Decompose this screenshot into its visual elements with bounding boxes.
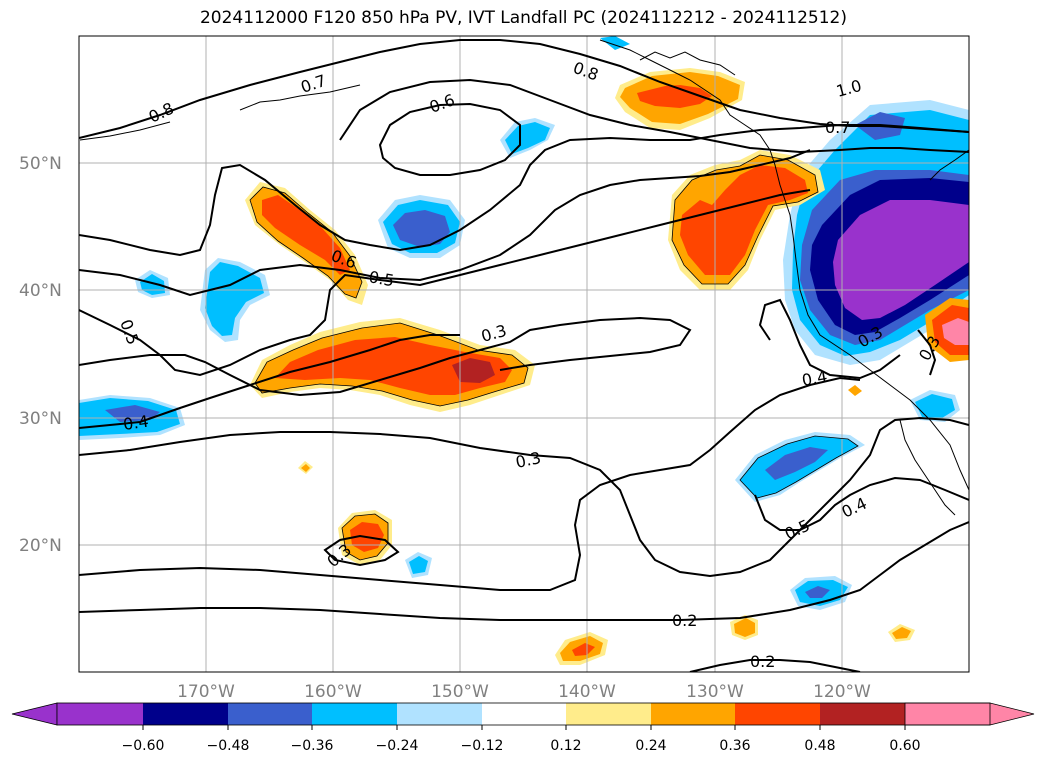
colorbar-tick-label: 0.60 <box>889 738 920 754</box>
contour-label: 0.2 <box>750 652 775 671</box>
colorbar-tick-label: −0.48 <box>207 738 250 754</box>
lat-label: 20°N <box>19 536 62 556</box>
colorbar-tick-label: −0.36 <box>291 738 334 754</box>
colorbar-tick-label: 0.36 <box>719 738 750 754</box>
colorbar-extend-max <box>904 702 1035 726</box>
lon-label: 120°W <box>813 682 871 702</box>
colorbar-bin <box>312 703 397 725</box>
colorbar-bin <box>651 703 735 725</box>
map-title: 2024112000 F120 850 hPa PV, IVT Landfall… <box>199 8 847 28</box>
lon-label: 150°W <box>431 682 489 702</box>
lat-label: 50°N <box>19 154 62 174</box>
colorbar-tick-label: 0.12 <box>550 738 581 754</box>
lon-label: 170°W <box>177 682 235 702</box>
contour-label: 0.2 <box>672 611 697 630</box>
lon-label: 130°W <box>686 682 744 702</box>
contour-label: 0.4 <box>122 412 150 434</box>
contour-label: 0.3 <box>514 448 543 472</box>
colorbar-bin <box>228 703 312 725</box>
colorbar: −0.60 −0.48 −0.36 −0.24 −0.12 0.12 0.24 … <box>11 702 1035 754</box>
lat-label: 30°N <box>19 409 62 429</box>
colorbar-tick-label: 0.48 <box>804 738 835 754</box>
lat-labels: 20°N 30°N 40°N 50°N <box>19 154 62 556</box>
colorbar-bin <box>143 703 228 725</box>
colorbar-tick-label: −0.12 <box>461 738 504 754</box>
colorbar-bin <box>735 703 820 725</box>
colorbar-tick-label: 0.24 <box>635 738 666 754</box>
shading-outlines <box>249 154 859 561</box>
lon-label: 140°W <box>558 682 616 702</box>
lon-labels: 170°W 160°W 150°W 140°W 130°W 120°W <box>177 682 871 702</box>
colorbar-bin <box>820 703 905 725</box>
colorbar-bin <box>57 703 143 725</box>
colorbar-bin <box>566 703 651 725</box>
colorbar-bin <box>397 703 482 725</box>
colorbar-bin <box>482 703 566 725</box>
colorbar-extend-min <box>11 702 58 726</box>
contour-label: 0.7 <box>825 118 850 137</box>
contour-label: 0.5 <box>367 267 395 290</box>
lat-label: 40°N <box>19 281 62 301</box>
colorbar-tick-label: −0.24 <box>376 738 419 754</box>
coastlines <box>79 39 969 516</box>
lon-label: 160°W <box>304 682 362 702</box>
colorbar-frame <box>56 702 991 726</box>
map-frame <box>78 35 970 673</box>
colorbar-tick-label: −0.60 <box>122 738 165 754</box>
contour-label: 0.4 <box>800 367 828 390</box>
pv-contours <box>79 39 969 672</box>
